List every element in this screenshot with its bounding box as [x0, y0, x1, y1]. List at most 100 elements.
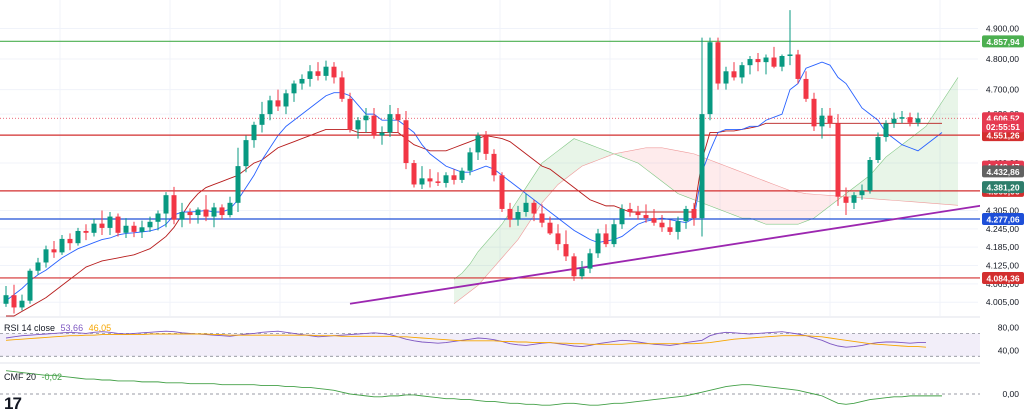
candle-body	[131, 225, 137, 232]
candle	[715, 37, 721, 90]
candle-body	[155, 213, 161, 222]
candle-body	[643, 215, 649, 219]
candle	[203, 195, 209, 222]
candle	[339, 71, 345, 102]
candle	[283, 89, 289, 115]
candle-body	[51, 249, 57, 253]
tradingview-logo-icon[interactable]: 17	[4, 394, 22, 413]
candle	[459, 167, 465, 183]
candle-body	[91, 223, 97, 233]
candle-body	[107, 216, 113, 228]
cmf-line	[5, 370, 942, 406]
candle	[659, 215, 665, 232]
price-tag: 4.432,86	[986, 167, 1019, 177]
candle	[11, 284, 17, 314]
candle-body	[707, 42, 713, 115]
price-tick-label: 4.125,00	[986, 261, 1019, 271]
candle-body	[323, 66, 329, 76]
rsi-label[interactable]: RSI 14 close 53,66 46,05	[4, 323, 111, 333]
candle	[899, 111, 905, 124]
candle-body	[195, 209, 201, 216]
candle-body	[659, 222, 665, 228]
candle	[19, 294, 25, 311]
candle-body	[347, 98, 353, 130]
candle-body	[219, 207, 225, 216]
candle-body	[779, 56, 785, 67]
axis-background	[980, 0, 1024, 413]
candle	[603, 224, 609, 248]
candle	[363, 108, 369, 133]
candle	[403, 111, 409, 170]
candle-body	[787, 54, 793, 56]
candle-body	[691, 208, 697, 219]
candle-body	[763, 57, 769, 63]
price-tag: 02:55:51	[986, 122, 1020, 132]
candle	[235, 147, 241, 212]
candle-body	[83, 230, 89, 233]
candle	[91, 218, 97, 237]
cmf-label[interactable]: CMF 20 -0,02	[4, 372, 62, 382]
candle	[315, 62, 321, 81]
candle-body	[267, 100, 273, 115]
candle-body	[587, 253, 593, 269]
candle-body	[259, 114, 265, 125]
candle	[379, 126, 385, 145]
candle-body	[379, 132, 385, 136]
candle	[731, 62, 737, 81]
candle-body	[275, 100, 281, 107]
trendline	[349, 198, 1024, 305]
candle-body	[859, 190, 865, 196]
candle-body	[419, 178, 425, 185]
candle	[795, 49, 801, 84]
price-axis: 4.900,004.800,004.700,004.620,004.460,00…	[980, 0, 1024, 413]
candle-body	[531, 202, 537, 214]
candle	[435, 172, 441, 186]
candle	[883, 120, 889, 142]
candle-body	[523, 202, 529, 212]
candle	[291, 80, 297, 102]
candle-body	[187, 212, 193, 216]
candle-body	[611, 224, 617, 245]
candle-body	[667, 227, 673, 232]
candle-body	[355, 120, 361, 130]
candle-body	[139, 227, 145, 232]
candle	[515, 205, 521, 226]
candle	[739, 62, 745, 84]
candle-body	[451, 175, 457, 180]
candle	[619, 204, 625, 229]
candle	[371, 108, 377, 139]
candle-body	[363, 115, 369, 121]
candle	[875, 132, 881, 164]
candle	[67, 233, 73, 251]
candle-body	[827, 115, 833, 124]
candle	[51, 241, 57, 258]
candle-body	[99, 223, 105, 228]
candle	[251, 121, 257, 148]
candle	[523, 193, 529, 217]
candle-body	[579, 268, 585, 277]
candle-body	[179, 212, 185, 220]
rsi-value: 53,66	[60, 323, 84, 333]
candle-body	[563, 244, 569, 257]
candle	[683, 205, 689, 229]
level-price-tag: 4.551,26	[986, 131, 1019, 141]
candle-body	[507, 208, 513, 220]
candles	[3, 10, 921, 314]
rsi-pane: 80,00 40,00	[0, 323, 1019, 357]
candle	[187, 208, 193, 224]
candle-body	[435, 181, 441, 183]
candle	[779, 54, 785, 72]
rsi-tick-label: 80,00	[998, 323, 1020, 333]
candle-body	[163, 195, 169, 214]
candle	[171, 186, 177, 225]
candle-body	[819, 115, 825, 127]
candle-body	[811, 98, 817, 127]
candle-body	[851, 195, 857, 203]
candle-body	[627, 208, 633, 212]
candle-body	[211, 207, 217, 217]
rsi-tick-label: 40,00	[998, 346, 1020, 356]
candle	[107, 212, 113, 235]
candle	[115, 213, 121, 237]
candle-body	[59, 238, 65, 253]
